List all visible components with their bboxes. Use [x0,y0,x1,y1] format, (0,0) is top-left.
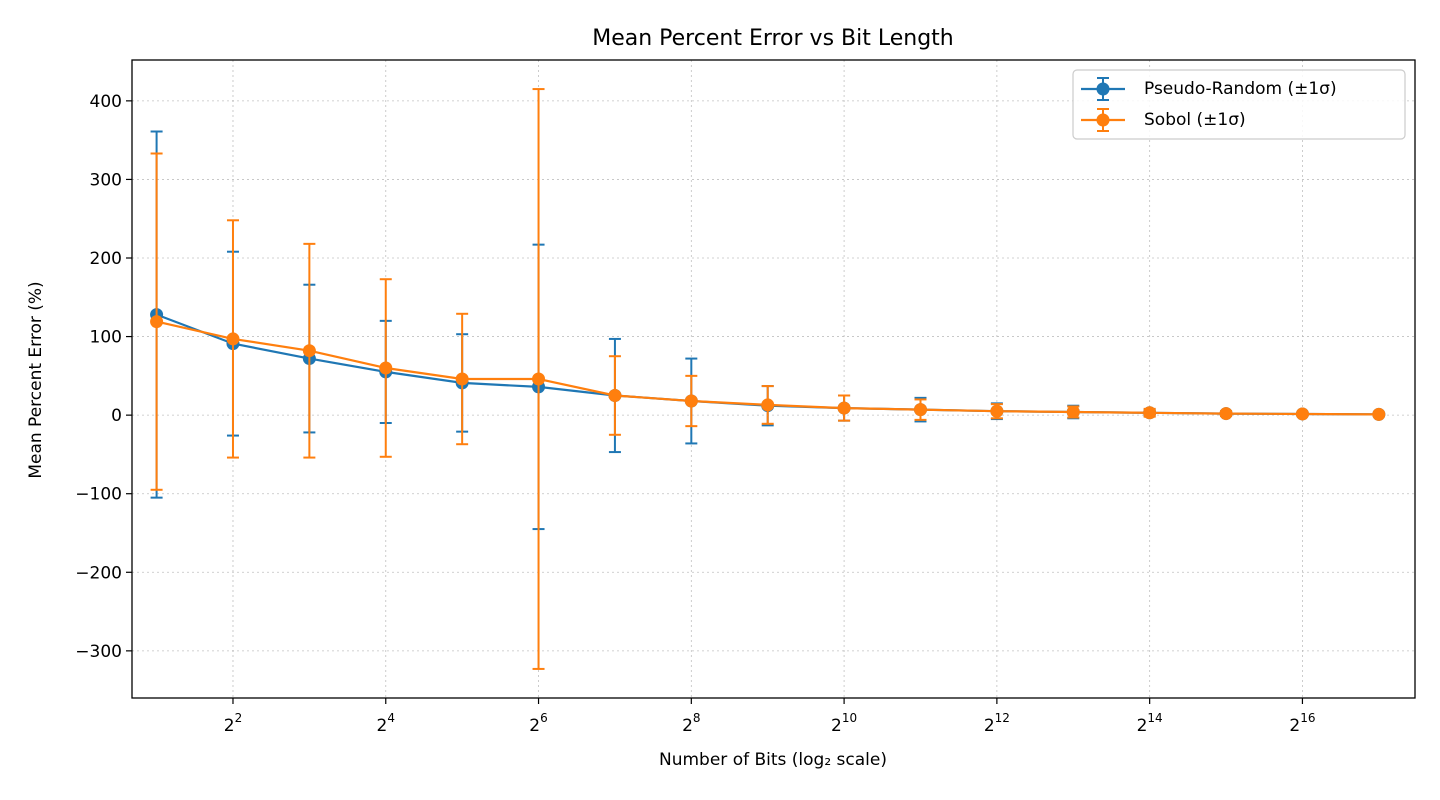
series-sobol [150,88,1386,670]
x-tick-label: 210 [831,711,857,736]
x-tick-label: 24 [377,711,395,736]
data-point [226,332,240,346]
x-tick-label: 212 [984,711,1010,736]
y-tick-label: 400 [90,92,122,112]
tick-layer: 22 24 26 28 210 212 214 216 400 300 200 100 0 −100 −20… [75,92,1315,736]
data-point [302,344,316,358]
x-tick-label: 216 [1289,711,1315,736]
data-point [1372,407,1386,421]
legend: Pseudo-Random (±1σ) Sobol (±1σ) [1072,69,1406,140]
data-point [455,372,469,386]
y-axis-label: Mean Percent Error (%) [26,281,46,478]
x-tick-label: 26 [529,711,547,736]
data-point [1066,405,1080,419]
data-point [379,361,393,375]
chart-title: Mean Percent Error vs Bit Length [592,26,954,51]
legend-box [1072,69,1406,140]
y-tick-label: −100 [75,485,122,505]
y-tick-label: 100 [90,328,122,348]
y-tick-label: 300 [90,170,122,190]
data-point [837,401,851,415]
y-tick-label: −200 [75,563,122,583]
data-point [913,403,927,417]
legend-label-pseudo-random: Pseudo-Random (±1σ) [1144,79,1337,99]
legend-label-sobol: Sobol (±1σ) [1144,110,1246,130]
legend-marks [1081,77,1125,132]
data-point [1219,407,1233,421]
data-point [684,394,698,408]
x-tick-label: 22 [224,711,242,736]
data-point [608,389,622,402]
data-point [532,372,546,386]
x-axis-label: Number of Bits (log₂ scale) [659,750,887,770]
axes-frame [131,59,1416,699]
data-point [1295,407,1309,421]
data-point [150,315,164,329]
series-layer [150,88,1386,670]
data-point [761,398,775,412]
legend-marker [1096,82,1110,96]
x-tick-label: 214 [1137,711,1163,736]
legend-marker [1096,113,1110,127]
y-tick-label: 0 [111,406,122,426]
data-point [990,404,1004,418]
x-tick-label: 28 [682,711,700,736]
data-point [1143,406,1157,420]
y-tick-label: 200 [90,249,122,269]
y-tick-label: −300 [75,642,122,662]
